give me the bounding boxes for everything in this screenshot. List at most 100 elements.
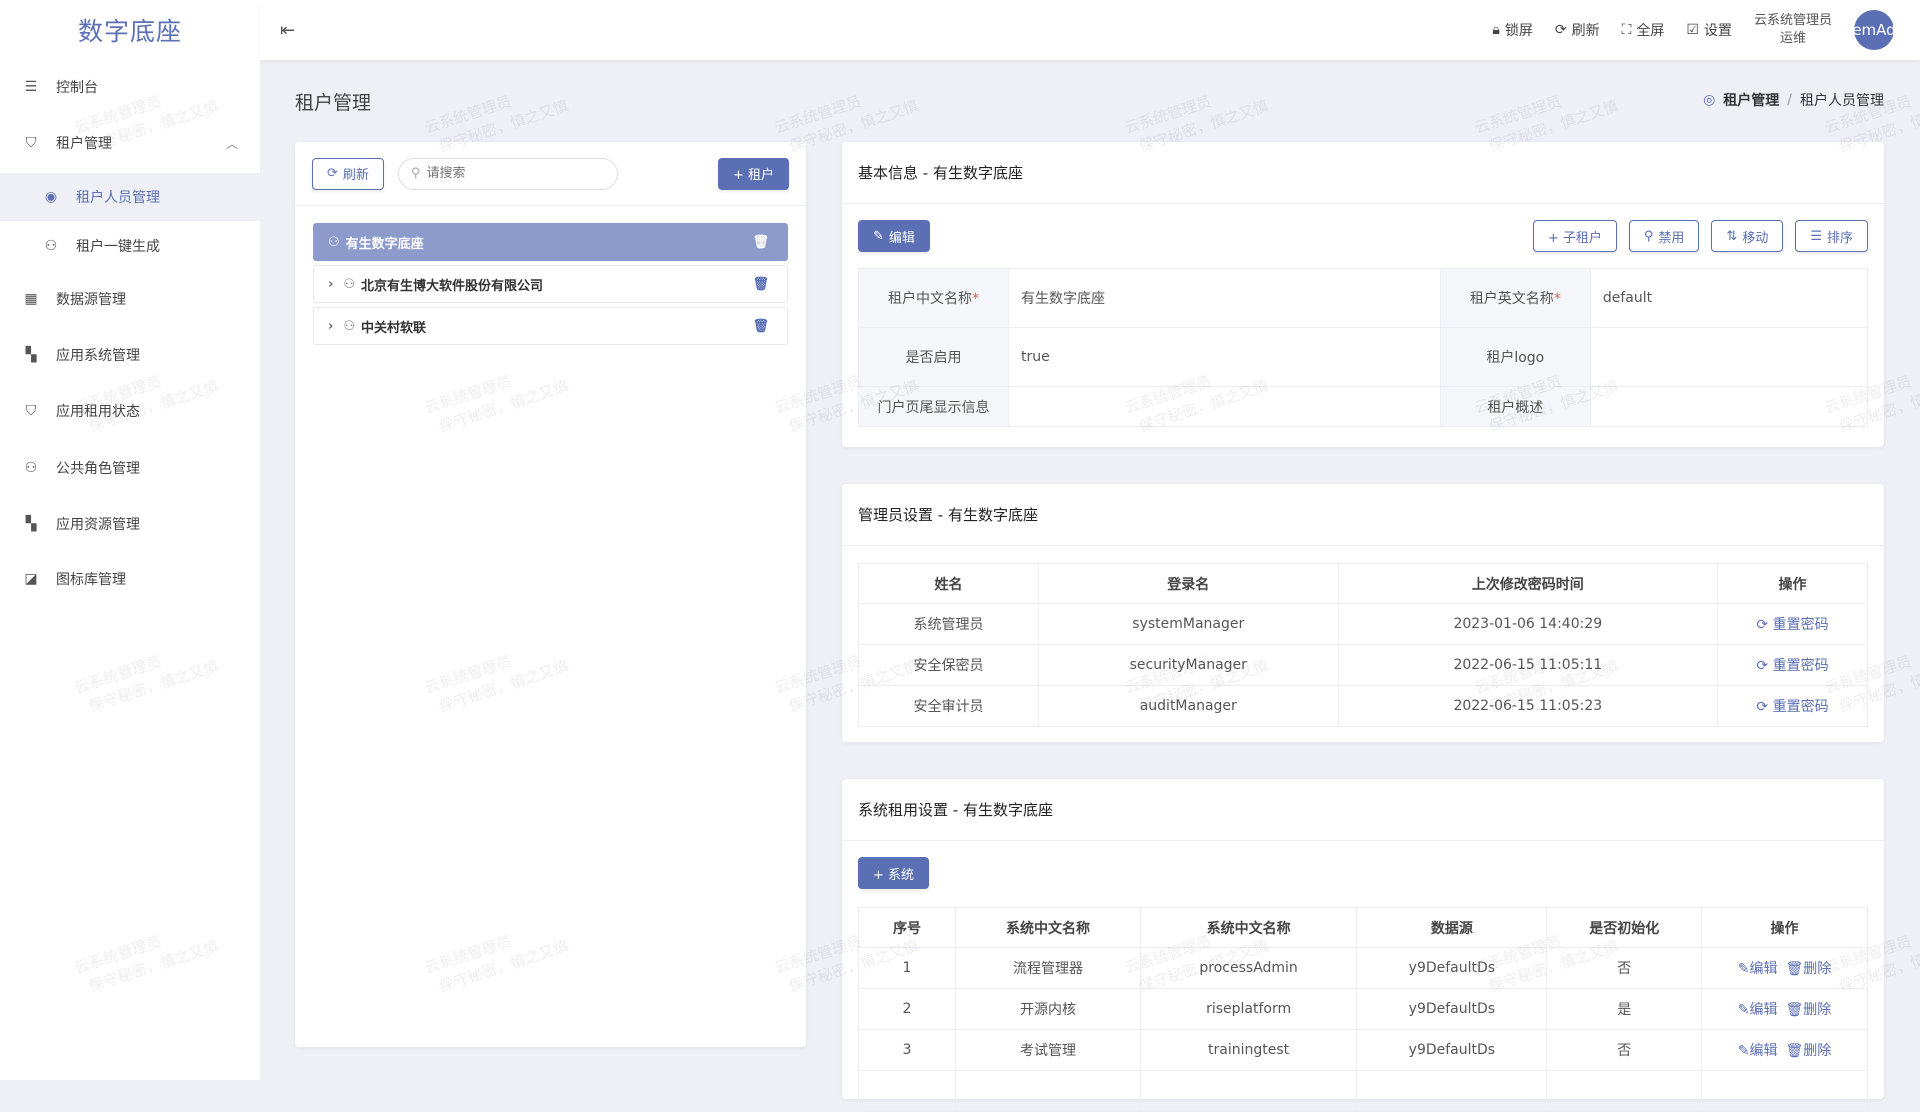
sliders-icon: ☰ [24,79,38,95]
sidebar: 数字底座 ☰ 控制台 ⛉ 租户管理 ︿ ◉ 租户人员管理 ⚇ 租户一键生成 ▦ 数据源管理 … [0,0,260,1080]
menu-label: 应用资源管理 [56,517,140,533]
sidebar-item-tenant[interactable]: ⛉ 租户管理 ︿ [0,119,260,167]
cell: 开源内核 [955,988,1141,1030]
sidebar-item-tenant-users[interactable]: ◉ 租户人员管理 [0,173,260,221]
cell: 系统管理员 [858,603,1039,645]
field-value: 有生数字底座 [1008,268,1441,328]
avatar[interactable]: emAd [1854,10,1894,50]
location-icon: ◎ [1703,92,1716,108]
table-row: 1 流程管理器 processAdmin y9DefaultDs 否 ✎编辑 🗑︎删除 [858,947,1868,989]
reset-password-link[interactable]: ⟳ 重置密码 [1756,658,1829,674]
cell: 安全审计员 [858,685,1039,727]
reset-password-link[interactable]: ⟳ 重置密码 [1756,617,1829,633]
tree-node[interactable]: › ⚇ 北京有生博大软件股份有限公司 🗑︎ [313,265,788,303]
collapse-menu-icon[interactable]: ⇤ [280,19,296,41]
edit-link[interactable]: ✎编辑 [1737,1043,1778,1059]
tree-search[interactable]: ⚲ [397,157,618,190]
field-value [1589,386,1869,427]
tree-node[interactable]: ⚇ 有生数字底座 🗑︎ [313,223,788,261]
menu-label: 租户人员管理 [76,190,160,206]
group-icon: ⚇ [343,318,356,334]
field-value: true [1008,327,1441,387]
table-row: 安全审计员 auditManager 2022-06-15 11:05:23 ⟳ 重置… [858,685,1868,727]
breadcrumb: ◎ 租户管理 / 租户人员管理 [1703,90,1884,110]
admin-settings-card: 管理员设置 - 有生数字底座 姓名 登录名 上次修改密码时间 操作 系统管理员 syst… [842,484,1884,742]
field-label: 租户概述 [1439,386,1591,427]
add-system-button[interactable]: + 系统 [858,857,930,889]
disable-label: 禁用 [1658,230,1685,246]
field-value [1589,327,1869,387]
user-icon: ⚲ [1643,228,1654,244]
sort-label: 排序 [1826,230,1853,246]
menu-label: 公共角色管理 [56,461,140,477]
lock-label: 锁屏 [1504,23,1533,39]
grid-icon: ▚ [25,516,37,532]
cell: 流程管理器 [955,947,1141,989]
menu-label: 应用系统管理 [56,348,140,364]
cell: riseplatform [1139,988,1358,1030]
user-info[interactable]: 云系统管理员 运维 [1754,12,1832,48]
tree-node-label: 北京有生博大软件股份有限公司 [361,278,544,294]
edit-button[interactable]: ✎ 编辑 [858,220,930,252]
field-value [1008,386,1441,427]
sidebar-item-resources[interactable]: ▚ 应用资源管理 [0,500,260,548]
chevron-right-icon[interactable]: › [328,318,334,334]
move-button[interactable]: ⇅ 移动 [1711,220,1784,252]
basic-info-table: 租户中文名称* 有生数字底座 租户英文名称* default 是否启用 true 租户lo… [858,268,1869,427]
breadcrumb-item[interactable]: 租户管理 [1723,93,1780,109]
lock-button[interactable]: 🔒︎ 锁屏 [1492,20,1532,40]
table-row: 安全保密员 securityManager 2022-06-15 11:05:11 ⟳… [858,644,1868,686]
group-icon: ⚇ [328,234,340,250]
user-name: 云系统管理员 [1753,13,1832,28]
table-row: 3 考试管理 trainingtest y9DefaultDs 否 ✎编辑 🗑︎删除 [858,1029,1868,1071]
column-header: 操作 [1717,563,1868,604]
trash-icon[interactable]: 🗑︎ [752,234,769,250]
cell: y9DefaultDs [1356,988,1548,1030]
lock-icon: 🔒︎ [1492,22,1500,38]
sort-button[interactable]: ☰ 排序 [1795,220,1868,252]
trash-icon[interactable]: 🗑︎ [752,276,769,292]
fullscreen-icon: ⛶ [1621,22,1632,38]
search-input[interactable] [426,166,597,181]
cell: 安全保密员 [858,644,1039,686]
cell: securityManager [1037,644,1339,686]
tree-refresh-button[interactable]: ⟳ 刷新 [312,157,384,190]
disable-button[interactable]: ⚲ 禁用 [1628,220,1700,252]
edit-link[interactable]: ✎编辑 [1737,961,1778,977]
trash-icon[interactable]: 🗑︎ [752,318,769,334]
edit-label: 编辑 [888,230,915,246]
cell: 2022-06-15 11:05:11 [1337,644,1719,686]
refresh-button[interactable]: ⟳ 刷新 [1555,20,1600,40]
reset-password-link[interactable]: ⟳ 重置密码 [1756,699,1829,715]
chevron-right-icon[interactable]: › [328,276,334,292]
sidebar-item-roles[interactable]: ⚇ 公共角色管理 [0,444,260,492]
sidebar-item-datasource[interactable]: ▦ 数据源管理 [0,275,260,323]
sidebar-item-app-rent[interactable]: ⛉ 应用租用状态 [0,387,260,435]
sidebar-item-apps[interactable]: ▚ 应用系统管理 [0,331,260,379]
delete-link[interactable]: 🗑︎删除 [1785,1043,1832,1059]
fullscreen-button[interactable]: ⛶ 全屏 [1622,20,1665,40]
field-label: 租户logo [1439,327,1591,387]
menu-label: 控制台 [56,80,98,96]
user-gear-icon: ⚇ [44,238,58,254]
settings-button[interactable]: ☑ 设置 [1686,20,1732,40]
sidebar-item-icons[interactable]: ◪ 图标库管理 [0,555,260,603]
edit-link[interactable]: ✎编辑 [1737,1002,1778,1018]
move-label: 移动 [1742,230,1769,246]
column-header: 数据源 [1356,907,1548,948]
add-sub-tenant-button[interactable]: + 子租户 [1532,220,1617,252]
delete-link[interactable]: 🗑︎删除 [1785,1002,1832,1018]
column-header: 是否初始化 [1546,907,1702,948]
field-label: 租户中文名称* [858,268,1009,328]
tree-node[interactable]: › ⚇ 中关村软联 🗑︎ [313,307,788,345]
cell: systemManager [1037,603,1339,645]
sidebar-item-dashboard[interactable]: ☰ 控制台 [0,63,260,111]
delete-link[interactable]: 🗑︎删除 [1785,961,1832,977]
system-table: 序号 系统中文名称 系统中文名称 数据源 是否初始化 操作 1 流程管理器 processAd… [858,907,1868,1112]
field-value: default [1589,268,1869,328]
add-tenant-button[interactable]: + 租户 [717,157,789,190]
image-icon: ◪ [24,571,38,587]
column-header: 上次修改密码时间 [1337,563,1719,604]
cell: y9DefaultDs [1356,1029,1548,1071]
sidebar-item-tenant-generate[interactable]: ⚇ 租户一键生成 [0,222,260,270]
